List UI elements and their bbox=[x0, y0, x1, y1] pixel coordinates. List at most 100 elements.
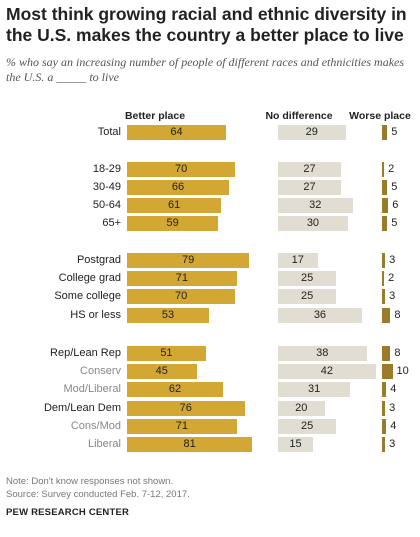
bar-better-30-49 bbox=[127, 180, 230, 195]
bar-worse-65 bbox=[382, 216, 388, 231]
bar-better-50-64 bbox=[127, 198, 222, 213]
row-label-hs-or-less: HS or less bbox=[70, 309, 121, 321]
value-better-some-college: 70 bbox=[175, 290, 188, 302]
value-better-liberal: 81 bbox=[183, 438, 196, 450]
value-better-18-29: 70 bbox=[175, 163, 188, 175]
bar-no-difference-dem-lean-dem bbox=[278, 401, 325, 416]
value-no-difference-65: 30 bbox=[306, 217, 320, 229]
value-worse-college-grad: 2 bbox=[388, 272, 395, 284]
column-header-worse: Worse place bbox=[349, 110, 411, 122]
bar-no-difference-30-49 bbox=[278, 180, 341, 195]
bar-worse-30-49 bbox=[382, 180, 388, 195]
bar-worse-hs-or-less bbox=[382, 308, 391, 323]
column-header-better: Better place bbox=[124, 110, 186, 122]
row-label-65: 65+ bbox=[102, 217, 121, 229]
value-better-cons-mod: 71 bbox=[175, 420, 189, 432]
bar-no-difference-50-64 bbox=[278, 198, 353, 213]
bar-no-difference-mod-liberal bbox=[278, 382, 351, 397]
value-better-rep-lean-rep: 51 bbox=[160, 347, 173, 359]
bar-no-difference-total bbox=[278, 125, 346, 140]
bar-worse-college-grad bbox=[382, 271, 385, 286]
value-no-difference-50-64: 32 bbox=[309, 199, 322, 211]
value-better-30-49: 66 bbox=[171, 181, 185, 193]
bar-no-difference-some-college bbox=[278, 289, 337, 304]
bar-no-difference-college-grad bbox=[278, 271, 337, 286]
value-worse-total: 5 bbox=[391, 126, 398, 138]
bar-better-conserv bbox=[127, 364, 197, 379]
bar-worse-18-29 bbox=[382, 162, 385, 177]
value-worse-some-college: 3 bbox=[389, 290, 396, 302]
value-no-difference-liberal: 15 bbox=[289, 438, 302, 450]
row-label-dem-lean-dem: Dem/Lean Dem bbox=[43, 402, 121, 414]
value-worse-liberal: 3 bbox=[389, 438, 396, 450]
value-worse-18-29: 2 bbox=[388, 163, 395, 175]
value-worse-65: 5 bbox=[391, 217, 398, 229]
value-no-difference-college-grad: 25 bbox=[301, 272, 314, 284]
value-better-postgrad: 79 bbox=[181, 254, 195, 266]
row-label-college-grad: College grad bbox=[58, 272, 121, 284]
bar-better-cons-mod bbox=[127, 419, 237, 434]
bar-worse-mod-liberal bbox=[382, 382, 387, 397]
row-label-liberal: Liberal bbox=[87, 438, 121, 450]
bar-worse-conserv bbox=[382, 364, 393, 379]
bar-worse-50-64 bbox=[382, 198, 389, 213]
value-worse-cons-mod: 4 bbox=[390, 420, 397, 432]
chart-title: Most think growing racial and ethnic div… bbox=[6, 4, 407, 45]
value-better-hs-or-less: 53 bbox=[161, 309, 175, 321]
value-no-difference-30-49: 27 bbox=[303, 181, 316, 193]
bar-better-some-college bbox=[127, 289, 236, 304]
bar-no-difference-liberal bbox=[278, 437, 313, 452]
bar-worse-cons-mod bbox=[382, 419, 387, 434]
bar-worse-dem-lean-dem bbox=[382, 401, 386, 416]
bar-better-mod-liberal bbox=[127, 382, 223, 397]
value-worse-conserv: 10 bbox=[396, 365, 409, 377]
value-worse-50-64: 6 bbox=[392, 199, 399, 211]
value-no-difference-postgrad: 17 bbox=[291, 254, 304, 266]
bar-no-difference-hs-or-less bbox=[278, 308, 362, 323]
column-header-no-difference: No difference bbox=[265, 110, 333, 122]
value-worse-30-49: 5 bbox=[391, 181, 398, 193]
row-label-cons-mod: Cons/Mod bbox=[70, 420, 121, 432]
value-worse-postgrad: 3 bbox=[389, 254, 396, 266]
row-label-mod-liberal: Mod/Liberal bbox=[63, 383, 121, 395]
bar-no-difference-conserv bbox=[278, 364, 376, 379]
bar-better-postgrad bbox=[127, 253, 250, 268]
bar-no-difference-65 bbox=[278, 216, 348, 231]
bar-better-liberal bbox=[127, 437, 253, 452]
value-better-50-64: 61 bbox=[168, 199, 181, 211]
value-better-dem-lean-dem: 76 bbox=[179, 402, 192, 414]
value-no-difference-18-29: 27 bbox=[303, 163, 316, 175]
value-worse-rep-lean-rep: 8 bbox=[394, 347, 401, 359]
bar-no-difference-18-29 bbox=[278, 162, 341, 177]
value-no-difference-dem-lean-dem: 20 bbox=[295, 402, 308, 414]
value-no-difference-total: 29 bbox=[305, 126, 318, 138]
row-label-conserv: Conserv bbox=[80, 365, 121, 377]
note-text: Note: Don't know responses not shown. bbox=[6, 476, 174, 487]
chart-subtitle: % who say an increasing number of people… bbox=[6, 55, 405, 84]
bar-worse-rep-lean-rep bbox=[382, 346, 391, 361]
row-label-18-29: 18-29 bbox=[92, 163, 121, 175]
row-label-total: Total bbox=[97, 126, 121, 138]
value-worse-hs-or-less: 8 bbox=[394, 309, 401, 321]
value-no-difference-mod-liberal: 31 bbox=[307, 383, 321, 395]
org-label: PEW RESEARCH CENTER bbox=[6, 507, 130, 518]
bar-worse-total bbox=[382, 125, 388, 140]
bar-no-difference-rep-lean-rep bbox=[278, 346, 367, 361]
row-label-30-49: 30-49 bbox=[92, 181, 121, 193]
bar-better-college-grad bbox=[127, 271, 237, 286]
value-no-difference-cons-mod: 25 bbox=[301, 420, 314, 432]
value-better-65: 59 bbox=[166, 217, 179, 229]
bar-better-dem-lean-dem bbox=[127, 401, 245, 416]
bar-worse-postgrad bbox=[382, 253, 386, 268]
row-label-rep-lean-rep: Rep/Lean Rep bbox=[50, 347, 121, 359]
bar-no-difference-cons-mod bbox=[278, 419, 337, 434]
bar-better-18-29 bbox=[127, 162, 236, 177]
row-label-some-college: Some college bbox=[54, 290, 121, 302]
value-no-difference-hs-or-less: 36 bbox=[313, 309, 327, 321]
bar-worse-some-college bbox=[382, 289, 386, 304]
value-no-difference-some-college: 25 bbox=[301, 290, 314, 302]
value-no-difference-rep-lean-rep: 38 bbox=[316, 347, 329, 359]
value-better-mod-liberal: 62 bbox=[168, 383, 182, 395]
bar-better-rep-lean-rep bbox=[127, 346, 206, 361]
row-label-postgrad: Postgrad bbox=[76, 254, 121, 266]
